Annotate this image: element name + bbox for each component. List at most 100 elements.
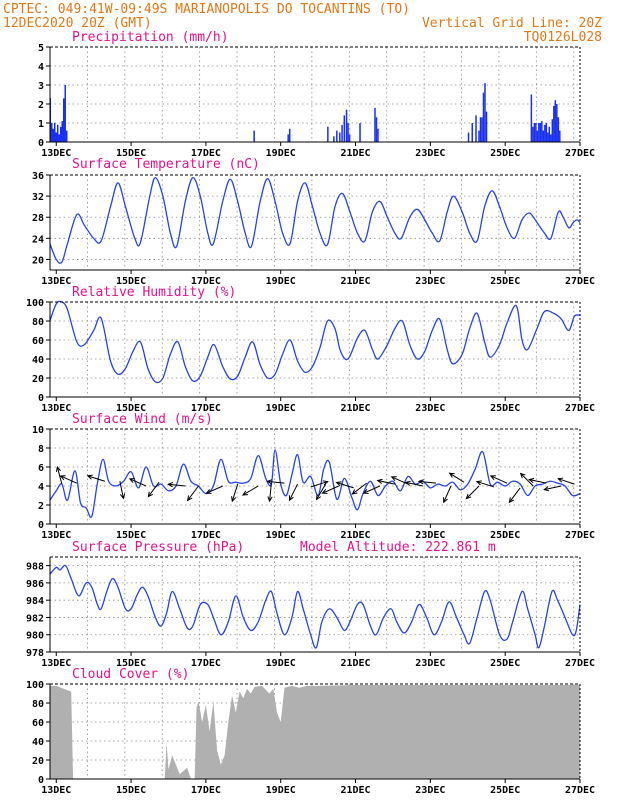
precip-bar bbox=[65, 130, 68, 142]
wind-xtick-label: 25DEC bbox=[490, 530, 520, 541]
wind-ytick-label: 8 bbox=[38, 444, 44, 455]
rh-xtick-label: 13DEC bbox=[41, 403, 71, 414]
wind-arrow-head bbox=[528, 477, 535, 484]
precip-bar bbox=[253, 130, 255, 142]
precip-bar bbox=[471, 123, 474, 142]
temp-ytick-label: 32 bbox=[32, 192, 44, 203]
wind-arrow bbox=[119, 481, 126, 500]
cloud-xtick-label: 19DEC bbox=[266, 785, 296, 796]
precip-bar bbox=[347, 123, 349, 142]
wind-arrow-head bbox=[55, 465, 61, 473]
wind-arrow bbox=[86, 474, 106, 482]
precip-bar bbox=[530, 94, 533, 142]
wind-arrow bbox=[448, 472, 465, 483]
wind-arrow-head bbox=[59, 475, 66, 481]
wind-arrow-shaft bbox=[310, 481, 328, 488]
precip-bar bbox=[467, 132, 470, 142]
wind-arrow-head bbox=[489, 475, 496, 481]
wind-arrow-head bbox=[475, 480, 482, 486]
precip-bar bbox=[475, 115, 477, 142]
precip-bar bbox=[58, 134, 60, 142]
precip-bar bbox=[55, 132, 57, 142]
wind-arrow bbox=[186, 485, 199, 502]
rh-ytick-label: 60 bbox=[32, 336, 44, 347]
precip-bar bbox=[374, 107, 376, 142]
rh-series-line bbox=[49, 300, 581, 384]
precip-bar bbox=[535, 123, 537, 142]
wind-arrow-shaft bbox=[129, 478, 147, 487]
precip-bar bbox=[536, 130, 539, 142]
pres-xtick-label: 23DEC bbox=[415, 658, 445, 669]
wind-arrow bbox=[465, 485, 480, 500]
header-vertical-grid: Vertical Grid Line: 20Z bbox=[422, 16, 602, 31]
rh-xtick-label: 17DEC bbox=[191, 403, 221, 414]
wind-arrow bbox=[443, 485, 452, 504]
wind-arrow bbox=[288, 483, 298, 502]
precip-bar bbox=[544, 124, 546, 142]
wind-arrow-head bbox=[335, 481, 342, 487]
wind-arrow-head bbox=[128, 478, 135, 483]
wind-arrow bbox=[404, 480, 423, 487]
precip-bar bbox=[482, 92, 485, 142]
pres-ytick-label: 978 bbox=[26, 648, 44, 659]
wind-xtick-label: 17DEC bbox=[191, 530, 221, 541]
wind-arrow-shaft bbox=[87, 475, 106, 482]
wind-panel-title: Surface Wind (m/s) bbox=[72, 412, 213, 427]
header-location: CPTEC: 049:41W-09:49S MARIANOPOLIS DO TO… bbox=[3, 2, 410, 17]
precip-bar bbox=[52, 128, 55, 142]
wind-arrow-head bbox=[508, 497, 515, 504]
wind-arrow-head bbox=[351, 489, 358, 495]
cloud-ytick-label: 80 bbox=[32, 699, 44, 710]
temp-xtick-label: 13DEC bbox=[41, 276, 71, 287]
pres-xtick-label: 13DEC bbox=[41, 658, 71, 669]
cloud-xtick-label: 23DEC bbox=[415, 785, 445, 796]
cloud-ytick-label: 100 bbox=[26, 680, 44, 691]
precip-ytick-label: 1 bbox=[38, 119, 44, 130]
wind-arrow bbox=[390, 476, 409, 485]
wind-arrow-shaft bbox=[405, 481, 423, 487]
wind-arrow-head bbox=[417, 479, 424, 485]
temp-panel: 20 24 28 32 36 13DEC 15DEC 17DEC 19DEC 21DEC 23DEC… bbox=[32, 171, 595, 287]
wind-ytick-label: 0 bbox=[38, 520, 44, 531]
cloud-xtick-label: 25DEC bbox=[490, 785, 520, 796]
wind-ytick-label: 6 bbox=[38, 463, 44, 474]
precip-ytick-label: 3 bbox=[38, 81, 44, 92]
rh-ytick-label: 20 bbox=[32, 374, 44, 385]
precip-xtick-label: 17DEC bbox=[191, 148, 221, 159]
wind-arrow-shaft bbox=[508, 487, 521, 503]
rh-xtick-label: 23DEC bbox=[415, 403, 445, 414]
cloud-cover-area bbox=[49, 684, 581, 779]
precip-bar bbox=[478, 130, 480, 142]
wind-arrow-shaft bbox=[147, 481, 160, 497]
precip-bar bbox=[345, 109, 348, 142]
wind-arrow-shaft bbox=[558, 478, 575, 485]
precip-bar bbox=[339, 132, 341, 142]
wind-arrow-shaft bbox=[529, 479, 547, 484]
wind-arrow-shaft bbox=[119, 481, 124, 499]
precip-xtick-label: 21DEC bbox=[340, 148, 370, 159]
wind-arrow-shaft bbox=[476, 481, 495, 488]
wind-arrow-shaft bbox=[352, 482, 368, 495]
precip-bar bbox=[327, 126, 329, 142]
temp-xtick-label: 15DEC bbox=[116, 276, 146, 287]
wind-arrow bbox=[362, 485, 381, 494]
wind-xtick-label: 23DEC bbox=[415, 530, 445, 541]
wind-arrow-shaft bbox=[363, 485, 381, 494]
pres-xtick-label: 27DEC bbox=[565, 658, 595, 669]
precip-xtick-label: 25DEC bbox=[490, 148, 520, 159]
precip-bar bbox=[359, 123, 361, 142]
wind-arrow-shaft bbox=[322, 485, 339, 494]
wind-arrow-head bbox=[404, 480, 411, 486]
precip-bar bbox=[288, 128, 291, 142]
precip-ytick-label: 4 bbox=[38, 62, 44, 73]
wind-arrow bbox=[417, 479, 437, 485]
wind-arrow bbox=[205, 485, 223, 494]
wind-xtick-label: 13DEC bbox=[41, 530, 71, 541]
wind-ytick-label: 10 bbox=[32, 425, 44, 436]
wind-arrow-head bbox=[362, 489, 369, 494]
precip-bar bbox=[533, 123, 536, 142]
wind-panel: 0 2 4 6 8 10 13DEC 15DEC 17DEC 19DEC 21DEC 23DEC 25D… bbox=[32, 425, 595, 541]
temp-xtick-label: 17DEC bbox=[191, 276, 221, 287]
pres-ytick-label: 980 bbox=[26, 631, 44, 642]
